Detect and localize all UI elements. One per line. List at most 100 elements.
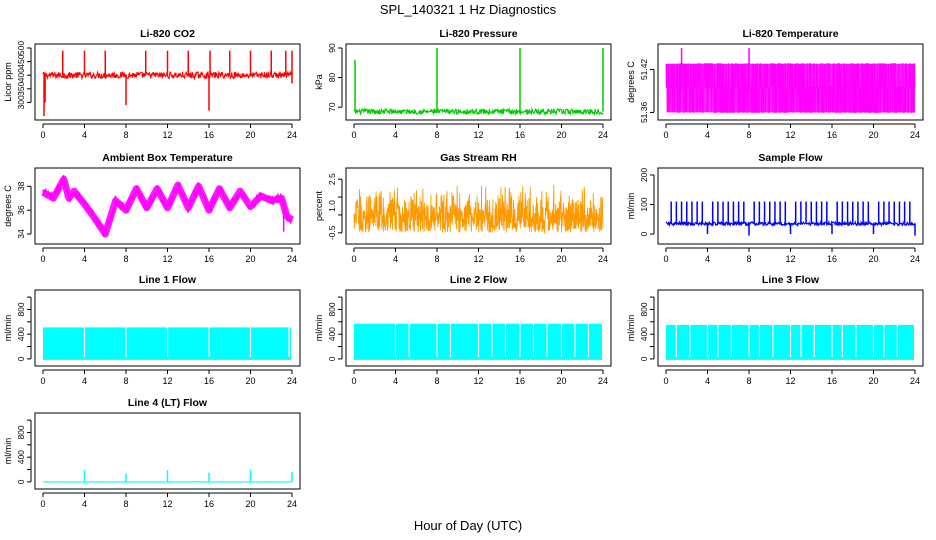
series-noise [42,174,293,238]
x-tick-label: 4 [82,499,87,509]
x-tick-label: 0 [351,254,356,264]
x-tick-label: 12 [473,376,483,386]
x-tick-label: 24 [287,254,297,264]
x-tick-label: 4 [82,130,87,140]
x-tick-label: 24 [287,130,297,140]
x-tick-label: 4 [705,254,710,264]
x-tick-label: 16 [827,254,837,264]
y-tick-label: 400 [327,327,337,341]
chart-title: Sample Flow [758,152,823,164]
x-tick-label: 12 [162,254,172,264]
x-tick-label: 8 [746,376,751,386]
x-tick-label: 24 [598,254,608,264]
y-tick-label: 90 [327,43,337,53]
plot-frame [34,43,301,121]
y-tick-label: 0 [639,231,649,236]
y-tick-label: 500 [16,41,26,55]
x-tick-label: 16 [204,130,214,140]
figure-title: SPL_140321 1 Hz Diagnostics [379,2,557,17]
plot-frame [657,43,924,121]
plot-frame [345,167,612,245]
x-tick-label: 0 [40,376,45,386]
series-line-3-flow [666,324,914,360]
x-tick-label: 8 [123,376,128,386]
x-tick-label: 20 [245,254,255,264]
y-axis-label: ml/min [314,315,324,342]
series-line-4-lt-flow [42,469,293,483]
x-tick-label: 24 [598,376,608,386]
temp-band [667,63,915,113]
series-line [353,184,604,235]
y-axis-label: degrees C [3,185,13,227]
y-tick-label: -0.5 [327,225,337,240]
x-tick-label: 12 [162,130,172,140]
chart-title: Line 2 Flow [450,274,508,286]
y-tick-label: 350 [16,81,26,95]
x-tick-label: 16 [515,130,525,140]
x-tick-label: 24 [910,254,920,264]
x-tick-label: 16 [204,499,214,509]
x-tick-label: 16 [827,376,837,386]
y-tick-label: 51.42 [639,59,649,81]
chart-title: Li-820 Temperature [742,28,838,40]
plot-frame [657,289,924,367]
x-tick-label: 12 [162,376,172,386]
x-tick-label: 24 [598,130,608,140]
x-tick-label: 16 [515,254,525,264]
y-tick-label: 100 [639,197,649,211]
y-axis-label: ml/min [3,438,13,465]
chart-line-3-flow: Line 3 Flow ml/min 0 4 8 12 16 20 24 0 400 800 [626,274,924,386]
y-axis-label: kPa [314,74,324,90]
x-tick-label: 0 [663,376,668,386]
x-tick-label: 12 [785,254,795,264]
x-tick-label: 8 [434,130,439,140]
y-axis-label: ml/min [626,315,636,342]
x-tick-label: 24 [287,376,297,386]
x-tick-label: 20 [556,130,566,140]
chart-line-1-flow: Line 1 Flow ml/min 0 4 8 12 16 20 24 0 400 800 [3,274,301,386]
y-tick-label: 38 [16,181,26,191]
x-tick-label: 24 [287,499,297,509]
x-tick-label: 12 [473,130,483,140]
x-tick-label: 20 [868,376,878,386]
chart-title: Ambient Box Temperature [102,152,233,164]
y-tick-label: 51.36 [639,102,649,124]
x-tick-label: 20 [245,130,255,140]
chart-title: Li-820 CO2 [140,28,195,40]
series-sample-flow [665,201,916,236]
chart-title: Gas Stream RH [440,152,516,164]
x-tick-label: 8 [434,376,439,386]
x-tick-label: 20 [556,376,566,386]
x-tick-label: 0 [40,499,45,509]
y-tick-label: 0 [327,356,337,361]
y-tick-label: 200 [639,168,649,182]
plot-frame [34,289,301,367]
chart-title: Line 1 Flow [139,274,197,286]
plot-frame [34,167,301,245]
y-tick-label: 400 [16,327,26,341]
y-tick-label: 400 [16,450,26,464]
chart-li-820-co2: Li-820 CO2 Licor ppm 0 4 8 12 16 20 24 3003504004… [3,28,301,140]
series-li-820-co2 [42,50,293,116]
y-tick-label: 0 [16,479,26,484]
x-tick-label: 16 [827,130,837,140]
y-axis-label: ml/min [626,193,636,220]
x-tick-label: 20 [245,376,255,386]
chart-gas-stream-rh: Gas Stream RH percent 0 4 8 12 16 20 24 -0.5 1.0 2.… [314,152,612,264]
y-tick-label: 1.0 [327,200,337,212]
x-tick-label: 4 [393,254,398,264]
x-tick-label: 20 [868,130,878,140]
chart-line-4-lt-flow: Line 4 (LT) Flow ml/min 0 4 8 12 16 20 24 0 400 800 [3,397,301,509]
x-tick-label: 24 [910,130,920,140]
y-tick-label: 70 [327,102,337,112]
x-tick-label: 4 [705,130,710,140]
chart-li-820-pressure: Li-820 Pressure kPa 0 4 8 12 16 20 24 70 80 90 [314,28,612,140]
y-axis-label: ml/min [3,315,13,342]
y-tick-label: 400 [16,68,26,82]
y-tick-label: 2.5 [327,173,337,185]
x-tick-label: 4 [82,376,87,386]
x-tick-label: 4 [705,376,710,386]
y-tick-label: 36 [16,205,26,215]
x-tick-label: 8 [123,130,128,140]
